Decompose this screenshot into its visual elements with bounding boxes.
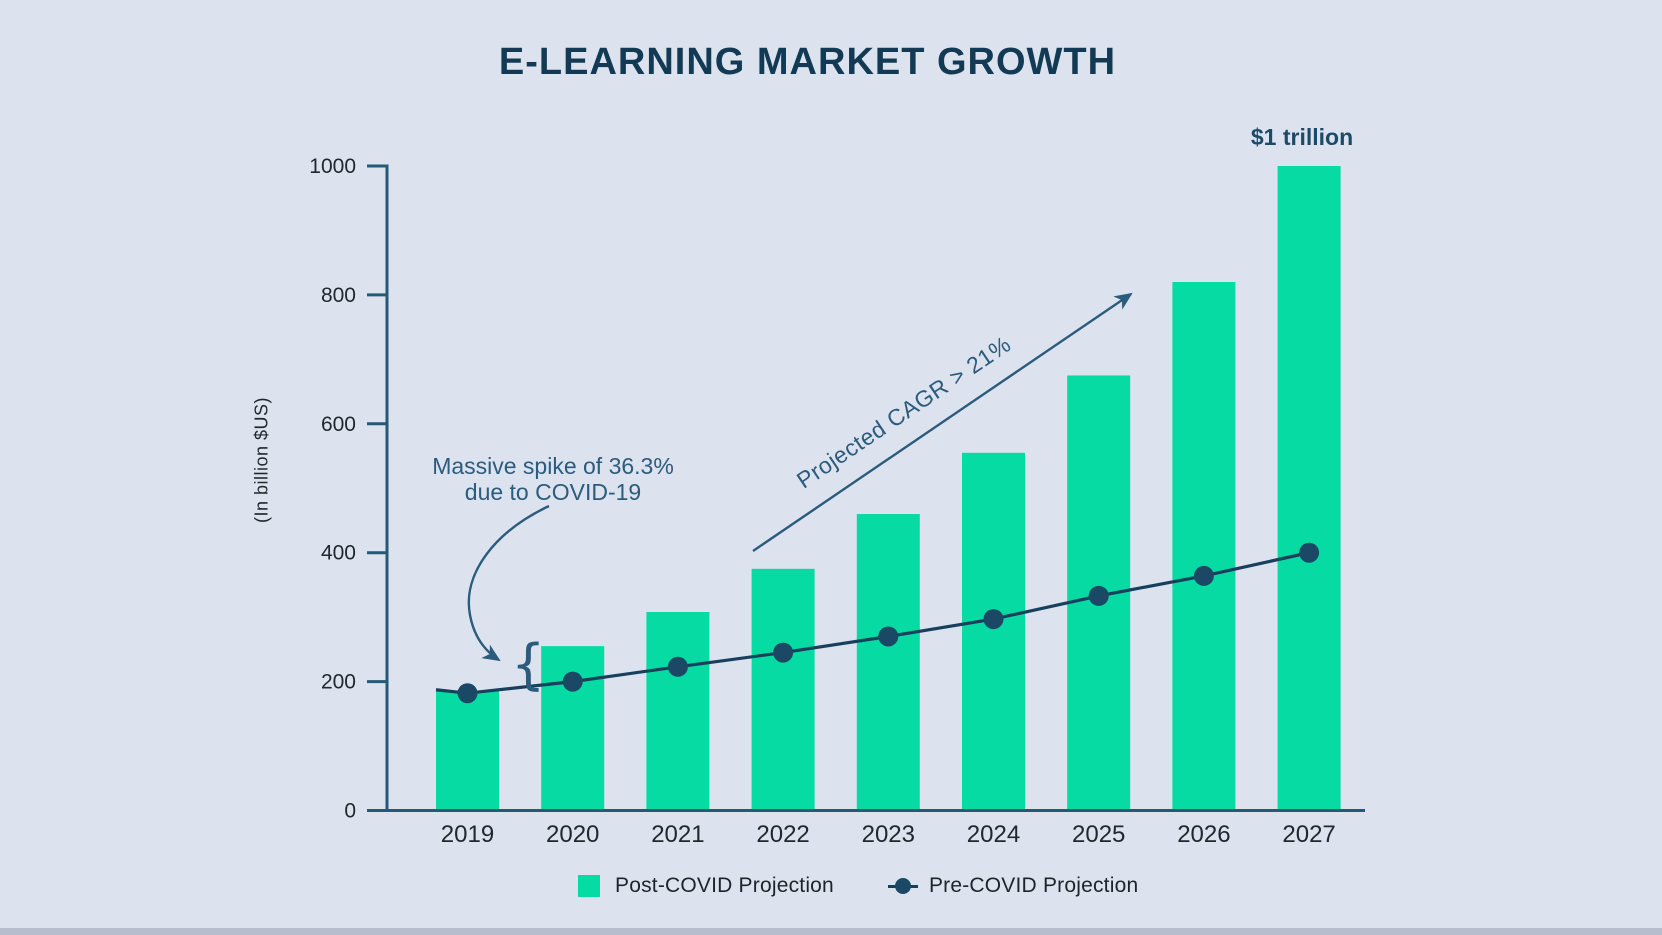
bar-2020 <box>541 646 605 811</box>
y-tick-label-1000: 1000 <box>309 155 356 178</box>
y-tick-label-0: 0 <box>344 800 356 823</box>
chart-title: E-LEARNING MARKET GROWTH <box>498 41 1117 83</box>
bar-2026 <box>1172 282 1236 811</box>
bar-2023 <box>856 514 920 811</box>
bar-2021 <box>646 611 710 811</box>
annotation-arrows <box>467 292 1133 662</box>
x-tick-label-2022: 2022 <box>756 821 809 848</box>
legend-marker-dot <box>894 878 911 894</box>
bar-2019 <box>436 691 499 811</box>
spike-annotation-line2: due to COVID-19 <box>464 479 642 505</box>
trillion-annotation: $1 trillion <box>1250 124 1354 150</box>
pre-covid-point-2025 <box>1088 585 1109 606</box>
pre-covid-line <box>435 551 1310 695</box>
spike-annotation: Massive spike of 36.3% due to COVID-19 <box>388 453 718 505</box>
x-tick-label-2026: 2026 <box>1177 821 1230 848</box>
y-tick-label-800: 800 <box>321 284 356 307</box>
y-tick-label-600: 600 <box>321 413 356 436</box>
bar-2022 <box>751 568 815 811</box>
spike-annotation-arrow <box>467 504 550 662</box>
pre-covid-point-2022 <box>773 642 794 663</box>
x-tick-label-2027: 2027 <box>1282 821 1335 848</box>
pre-covid-point-2026 <box>1193 565 1214 586</box>
bar-2024 <box>962 452 1025 811</box>
x-tick-label-2024: 2024 <box>967 821 1020 848</box>
bar-2027 <box>1277 166 1341 811</box>
y-tick-label-400: 400 <box>321 542 356 565</box>
pre-covid-point-2023 <box>878 626 899 647</box>
pre-covid-point-2019 <box>457 683 478 704</box>
bottom-edge-strip <box>0 928 1662 935</box>
legend-line-marker-icon <box>887 877 918 895</box>
x-tick-label-2021: 2021 <box>651 821 704 848</box>
spike-brace: { <box>511 633 546 696</box>
pre-covid-point-2021 <box>667 656 688 677</box>
legend-bar-swatch-icon <box>578 875 600 897</box>
pre-covid-point-2027 <box>1299 542 1320 563</box>
cagr-trend-arrow <box>752 292 1133 552</box>
x-tick-label-2023: 2023 <box>862 821 915 848</box>
x-tick-label-2019: 2019 <box>441 821 494 848</box>
legend-pre-covid-label: Pre-COVID Projection <box>928 874 1139 897</box>
x-tick-label-2020: 2020 <box>546 821 599 848</box>
spike-annotation-line1: Massive spike of 36.3% <box>432 453 674 479</box>
legend: Post-COVID Projection Pre-COVID Projecti… <box>578 870 1138 902</box>
legend-post-covid-label: Post-COVID Projection <box>615 874 834 897</box>
y-tick-label-200: 200 <box>321 671 356 694</box>
chart-layer: 0 200 400 600 800 1000 2019 2020 2021 2022 2023 202… <box>309 155 1365 848</box>
pre-covid-point-2024 <box>983 609 1004 630</box>
pre-covid-point-2020 <box>562 671 583 692</box>
x-tick-label-2025: 2025 <box>1072 821 1125 848</box>
